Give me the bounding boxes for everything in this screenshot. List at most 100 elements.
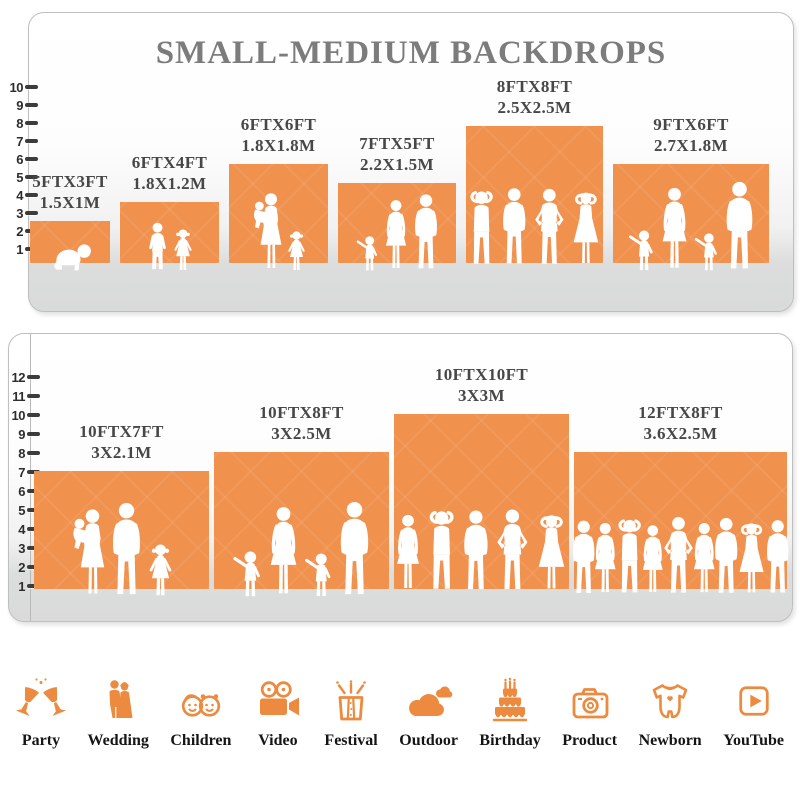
backdrop-12ftx8ft: 12FTX8FT 3.6X2.5M xyxy=(572,402,789,594)
backdrop-swatch xyxy=(394,414,569,590)
backdrop-8ftx8ft: 8FTX8FT 2.5X2.5M xyxy=(466,76,603,264)
ruler-number: 4 xyxy=(18,521,25,537)
figure-toddler-silhouette xyxy=(356,236,377,271)
silhouette-group xyxy=(572,514,789,598)
backdrop-swatch xyxy=(214,452,389,597)
size-ft-text: 5FTX3FT xyxy=(32,171,108,191)
ruler-tick-10: 10 xyxy=(3,79,38,95)
ruler-tick-mark xyxy=(27,565,40,569)
ruler-tick-9: 9 xyxy=(3,97,38,113)
category-label: YouTube xyxy=(723,732,784,749)
ruler-tick-mark xyxy=(27,413,40,417)
figure-man-silhouette xyxy=(726,181,752,269)
ruler-number: 3 xyxy=(16,205,23,221)
figure-man-silhouette xyxy=(715,517,738,593)
figure-woman-silhouette xyxy=(270,507,297,594)
ruler-tick-mark xyxy=(25,139,38,143)
backdrop-10ftx7ft: 10FTX7FT 3X2.1M xyxy=(34,421,209,596)
silhouette-group xyxy=(338,193,456,272)
size-ft-text: 7FTX5FT xyxy=(359,133,435,153)
ruler-tick-mark xyxy=(25,175,38,179)
size-m-text: 3X2.1M xyxy=(91,443,152,463)
silhouette-group xyxy=(30,242,110,272)
category-row: Party Wedding Children Video Festival Outdoor… xyxy=(0,650,800,754)
size-ft-text: 10FTX10FT xyxy=(434,364,529,384)
size-ft-text: 6FTX4FT xyxy=(131,152,208,172)
figure-woman-armsup-silhouette xyxy=(739,523,765,593)
size-m-text: 2.2X1.5M xyxy=(359,155,435,175)
figure-man-hips-silhouette xyxy=(497,509,528,589)
figure-man-silhouette xyxy=(503,188,526,264)
category-label: Party xyxy=(21,732,61,749)
size-m-text: 1.5X1M xyxy=(39,193,101,213)
backdrop-swatch xyxy=(120,202,219,270)
ruler-number: 7 xyxy=(18,464,25,480)
size-ft-text: 8FTX8FT xyxy=(496,76,573,96)
ruler-tick-mark xyxy=(27,470,40,474)
backdrop-7ftx5ft: 7FTX5FT 2.2X1.5M xyxy=(338,133,456,271)
ruler-number: 9 xyxy=(18,426,25,442)
figure-man-armsup-silhouette xyxy=(618,519,641,593)
party-icon xyxy=(16,667,66,723)
backdrop-row: 10FTX7FT 3X2.1M 10FTX8FT 3X2.5M 10FTX10FT 3X3… xyxy=(34,364,789,597)
figure-girl-silhouette xyxy=(173,229,192,270)
ruler-tick-8: 8 xyxy=(3,115,38,131)
backdrop-size-label: 6FTX6FT 1.8X1.8M xyxy=(241,114,317,158)
size-ft-text: 12FTX8FT xyxy=(638,402,723,422)
ruler-tick-mark xyxy=(25,121,38,125)
ruler-number: 5 xyxy=(18,502,25,518)
ruler-number: 8 xyxy=(16,115,23,131)
ruler-number: 9 xyxy=(16,97,23,113)
figure-girl-silhouette xyxy=(149,544,171,596)
figure-woman-silhouette xyxy=(385,200,406,268)
figure-girl-silhouette xyxy=(287,231,305,270)
size-m-text: 2.5X2.5M xyxy=(497,98,572,118)
panel-small-medium: SMALL-MEDIUM BACKDROPS 10 9 8 7 6 5 4 3 2 1 5FTX3… xyxy=(10,12,794,312)
ruler-tick-mark xyxy=(25,193,38,197)
silhouette-group xyxy=(466,182,603,272)
ruler-number: 8 xyxy=(18,445,25,461)
backdrop-9ftx6ft: 9FTX6FT 2.7X1.8M xyxy=(613,114,769,271)
ruler-tick-2: 2 xyxy=(5,560,40,575)
ruler-tick-5: 5 xyxy=(5,502,40,518)
figure-man-hips-silhouette xyxy=(663,517,693,593)
ruler-tick-mark xyxy=(27,508,40,512)
ruler-number: 10 xyxy=(9,79,24,95)
size-m-text: 3X2.5M xyxy=(271,424,332,444)
size-m-text: 1.8X1.8M xyxy=(241,136,316,156)
ruler: 10 9 8 7 6 5 4 3 2 1 xyxy=(3,13,43,311)
ruler-number: 1 xyxy=(16,241,23,257)
backdrop-size-label: 10FTX7FT 3X2.1M xyxy=(79,421,163,465)
figure-woman-silhouette xyxy=(693,522,715,593)
category-label: Festival xyxy=(324,732,378,749)
ruler-tick-3: 3 xyxy=(3,205,38,221)
newborn-icon xyxy=(646,667,694,723)
figure-baby-silhouette xyxy=(54,244,91,271)
ruler-tick-mark xyxy=(25,85,38,89)
backdrop-swatch xyxy=(572,452,789,594)
backdrop-size-label: 8FTX8FT 2.5X2.5M xyxy=(497,76,573,120)
category-label: Product xyxy=(562,732,618,749)
figure-woman-silhouette xyxy=(595,522,616,593)
ruler: 12 11 10 9 8 7 6 5 4 3 2 1 xyxy=(5,334,45,621)
figure-toddler-silhouette xyxy=(694,233,717,271)
silhouette-group xyxy=(214,501,389,598)
ruler-tick-6: 6 xyxy=(5,484,40,499)
category-youtube: YouTube xyxy=(723,650,784,750)
size-ft-text: 10FTX7FT xyxy=(79,421,164,441)
category-label: Video xyxy=(258,732,298,749)
children-icon xyxy=(177,667,225,723)
ruler-number: 10 xyxy=(11,407,26,423)
backdrop-swatch xyxy=(338,183,456,271)
figure-woman-silhouette xyxy=(642,525,663,592)
figure-woman-child-silhouette xyxy=(72,509,104,594)
ruler-number: 4 xyxy=(16,187,23,203)
backdrop-size-label: 5FTX3FT 1.5X1M xyxy=(32,171,108,215)
ruler-tick-9: 9 xyxy=(5,426,40,442)
page-title: SMALL-MEDIUM BACKDROPS xyxy=(155,35,667,71)
ruler-number: 11 xyxy=(12,388,25,404)
ruler-tick-mark xyxy=(27,584,40,588)
ruler-tick-6: 6 xyxy=(3,152,38,167)
backdrop-row: 5FTX3FT 1.5X1M 6FTX4FT 1.8X1.2M 6FTX6FT 1.8X1… xyxy=(30,76,769,271)
category-label: Children xyxy=(170,732,232,749)
